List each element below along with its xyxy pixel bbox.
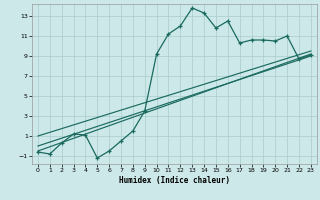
- X-axis label: Humidex (Indice chaleur): Humidex (Indice chaleur): [119, 176, 230, 185]
